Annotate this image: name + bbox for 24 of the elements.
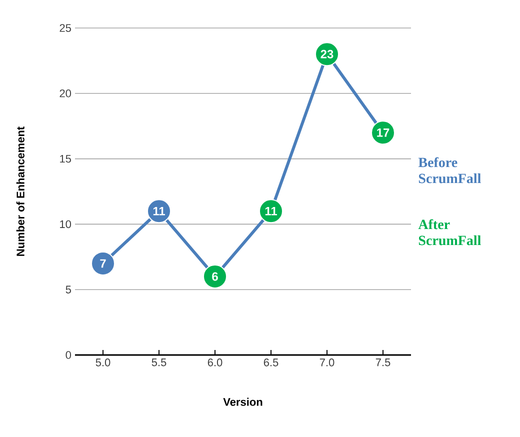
y-axis-title: Number of Enhancement	[16, 126, 24, 256]
y-tick-label: 20	[60, 90, 72, 98]
x-tick-label: 5.0	[96, 358, 110, 366]
data-label: 11	[265, 206, 278, 216]
point	[91, 251, 115, 276]
point	[203, 264, 227, 289]
data-label: 7	[100, 259, 106, 268]
y-tick-label: 0	[66, 351, 72, 359]
x-tick-label: 5.5	[152, 358, 166, 366]
y-tick-label: 5	[66, 286, 71, 294]
x-axis-title: Version	[223, 398, 262, 406]
y-tick-label: 25	[60, 24, 71, 32]
data-label: 17	[377, 128, 390, 137]
y-tick-label: 10	[60, 220, 72, 228]
data-label: 23	[320, 50, 334, 58]
text: Before ScrumFall	[418, 157, 481, 184]
data-label: 11	[153, 206, 166, 216]
x-tick-label: 6.0	[208, 358, 222, 366]
x-tick-label: 6.5	[264, 358, 278, 366]
text: After ScrumFall	[418, 219, 481, 246]
x-tick-label: 7.0	[320, 358, 334, 366]
data-label: 6	[212, 272, 218, 281]
x-tick-label: 7.5	[376, 358, 390, 366]
y-tick-label: 15	[60, 154, 71, 163]
